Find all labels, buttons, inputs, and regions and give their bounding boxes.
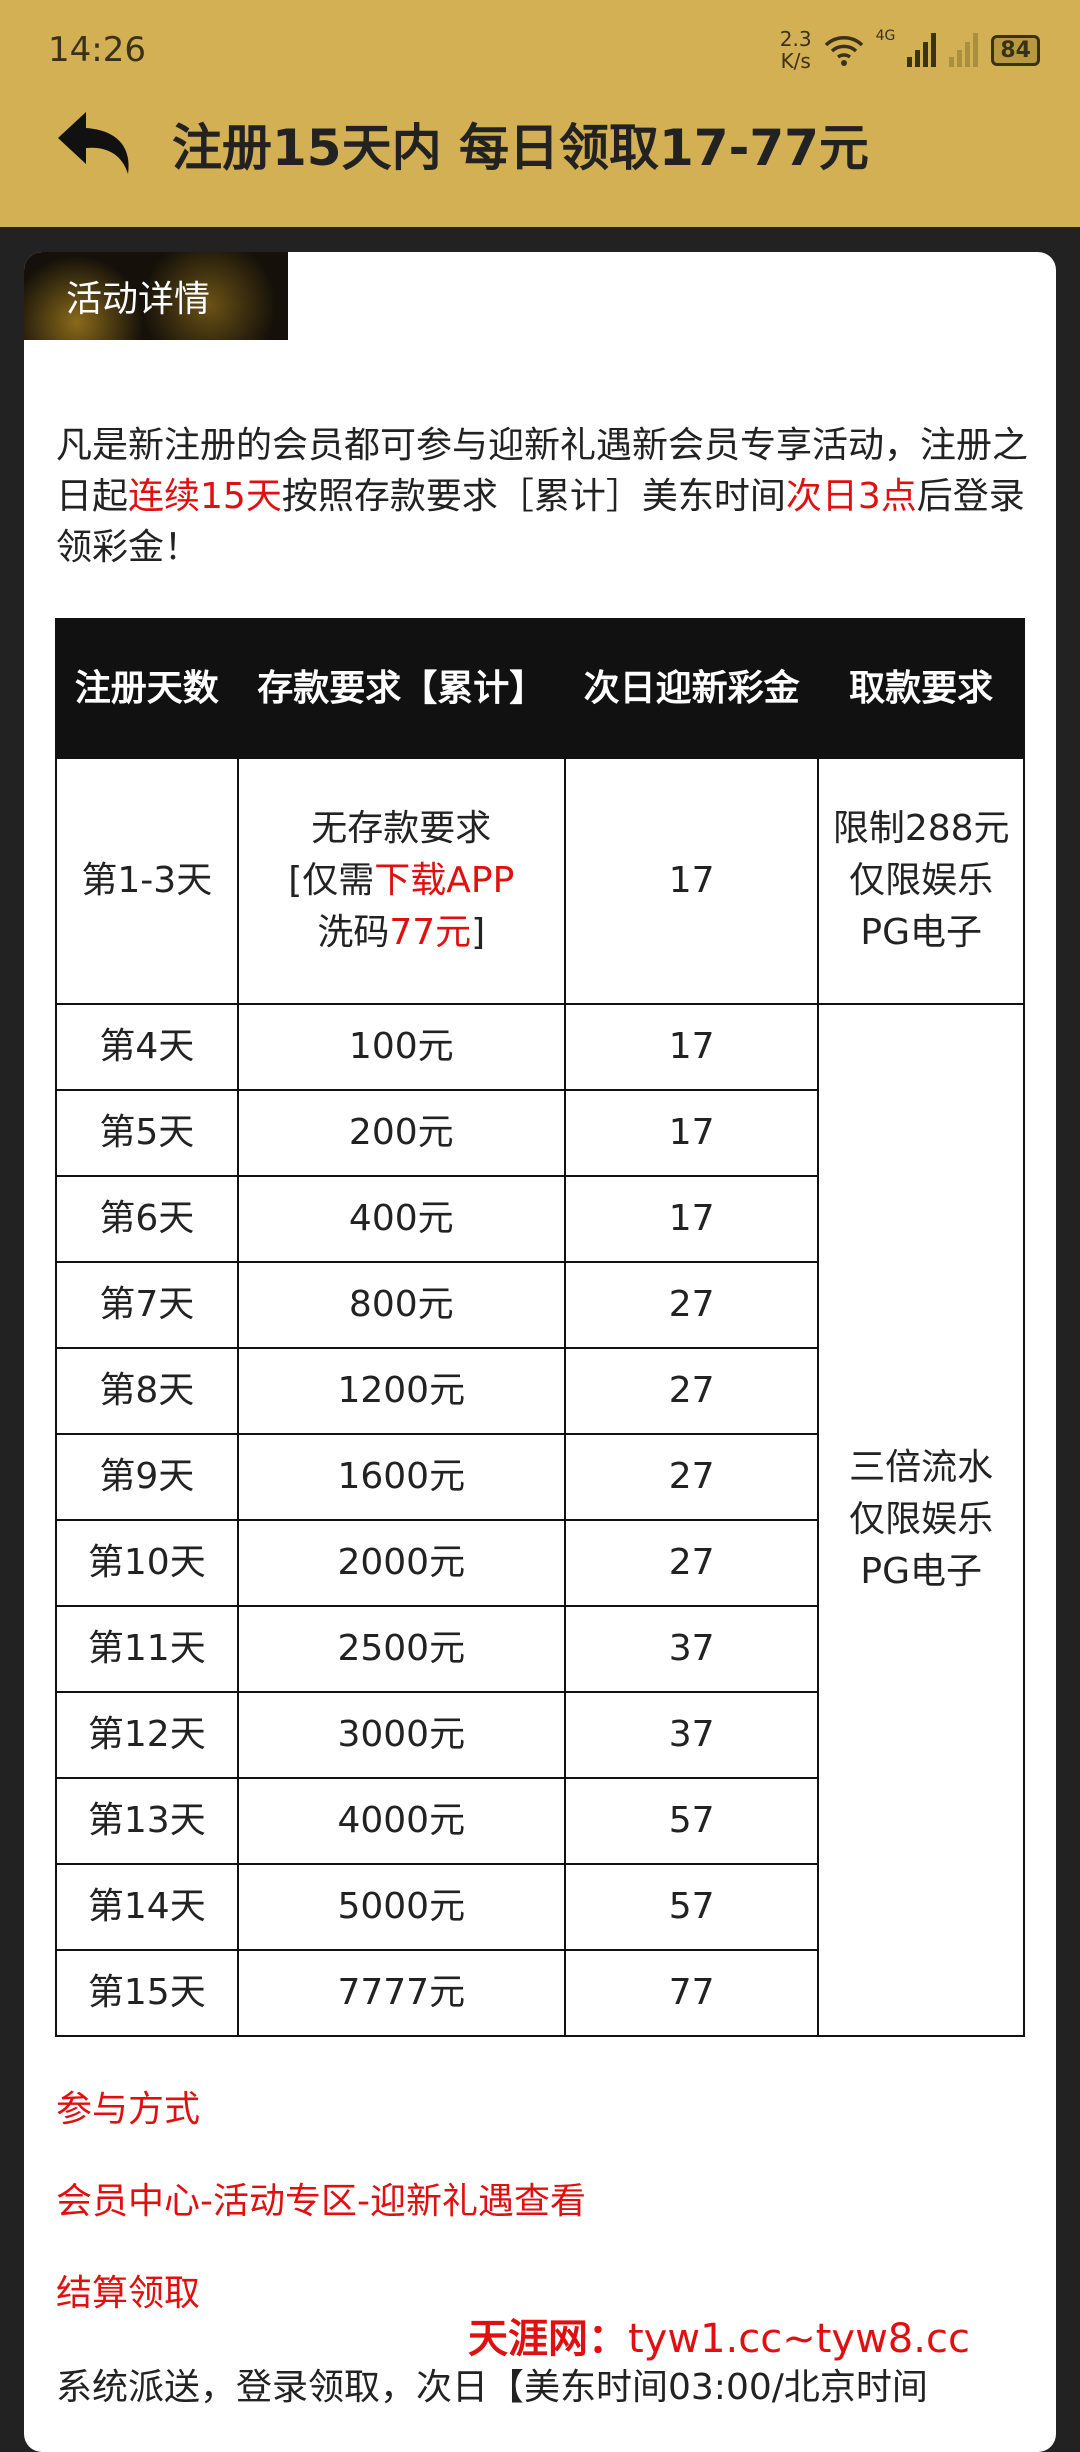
header-bonus: 次日迎新彩金 — [563, 618, 820, 759]
cell-day: 第13天 — [55, 1777, 239, 1865]
table-row: 第6天 400元 17 — [55, 1175, 1024, 1263]
status-icons: 2.3 K/s 4G 84 — [780, 28, 1040, 72]
cell-deposit: 200元 — [236, 1089, 566, 1177]
settle-text: 系统派送，登录领取，次日【美东时间03:00/北京时间 — [56, 2367, 928, 2408]
cell-deposit: 100元 — [236, 1003, 566, 1091]
speed-value: 2.3 — [779, 27, 812, 51]
cell-deposit: 4000元 — [236, 1777, 566, 1865]
network-type: 4G — [875, 28, 896, 44]
watermark-brand: 天涯网： — [468, 2315, 628, 2362]
req-text: 洗码 — [317, 912, 390, 953]
cell-day: 第12天 — [55, 1691, 239, 1779]
watermark-domains: tyw1.cc~tyw8.cc — [628, 2316, 970, 2362]
req-highlight: 77元 — [389, 912, 472, 953]
cell-day: 第6天 — [55, 1175, 239, 1263]
cell-withdraw: 限制288元仅限娱乐PG电子 — [817, 757, 1025, 1005]
speed-unit: K/s — [780, 49, 811, 73]
intro-part: 凡是新注册的会员都可参与迎新礼遇新会员专享活动，注册之日起 — [56, 425, 1029, 517]
intro-text: 凡是新注册的会员都可参与迎新礼遇新会员专享活动，注册之日起连续15天按照存款要求… — [56, 420, 1036, 573]
cell-bonus: 27 — [563, 1433, 820, 1521]
cell-bonus: 57 — [563, 1863, 820, 1951]
bonus-table: 注册天数 存款要求【累计】 次日迎新彩金 取款要求 第1-3天 无存款要求 [仅需… — [55, 618, 1025, 2037]
watermark: 天涯网：tyw1.cc~tyw8.cc — [468, 2306, 970, 2364]
table-row: 第14天 5000元 57 — [55, 1863, 1024, 1951]
section-path: 会员中心-活动专区-迎新礼遇查看 — [56, 2181, 586, 2222]
cell-deposit: 400元 — [236, 1175, 566, 1263]
table-row: 第12天 3000元 37 — [55, 1691, 1024, 1779]
cell-bonus: 17 — [563, 1003, 820, 1091]
cell-deposit: 2500元 — [236, 1605, 566, 1693]
cell-day: 第7天 — [55, 1261, 239, 1349]
wifi-icon — [824, 36, 863, 66]
cell-bonus: 27 — [563, 1519, 820, 1607]
intro-part: 后登录领彩金！ — [56, 476, 1025, 568]
signal-icon — [907, 33, 937, 67]
cell-bonus: 37 — [563, 1605, 820, 1693]
status-time: 14:26 — [48, 30, 146, 70]
back-arrow-icon[interactable] — [56, 108, 134, 178]
req-text: ] — [471, 912, 486, 953]
header-days: 注册天数 — [55, 618, 239, 759]
cell-bonus: 57 — [563, 1777, 820, 1865]
activity-details-tag: 活动详情 — [24, 252, 288, 340]
cell-deposit: 1200元 — [236, 1347, 566, 1435]
network-speed: 2.3 K/s — [780, 28, 812, 72]
cell-day: 第9天 — [55, 1433, 239, 1521]
req-text: [仅需 — [288, 860, 375, 901]
cell-day: 第10天 — [55, 1519, 239, 1607]
cell-day: 第5天 — [55, 1089, 239, 1177]
header-withdraw: 取款要求 — [817, 618, 1025, 759]
cell-bonus: 17 — [563, 1175, 820, 1263]
header-deposit: 存款要求【累计】 — [236, 618, 566, 759]
cell-bonus: 27 — [563, 1261, 820, 1349]
table-row: 第1-3天 无存款要求 [仅需下载APP 洗码77元] 17 限制288元仅限娱乐P… — [55, 757, 1025, 1005]
activity-card: 活动详情 凡是新注册的会员都可参与迎新礼遇新会员专享活动，注册之日起连续15天按… — [24, 252, 1056, 2452]
intro-highlight: 连续15天 — [128, 476, 282, 517]
cell-deposit: 5000元 — [236, 1863, 566, 1951]
cell-bonus: 17 — [563, 1089, 820, 1177]
req-highlight: 下载APP — [374, 860, 515, 901]
cell-bonus: 27 — [563, 1347, 820, 1435]
cell-deposit: 3000元 — [236, 1691, 566, 1779]
page-title: 注册15天内 每日领取17-77元 — [172, 119, 869, 177]
table-row: 第10天 2000元 27 — [55, 1519, 1024, 1607]
cell-withdraw: 三倍流水仅限娱乐PG电子 — [817, 1003, 1025, 2037]
table-row: 第4天 100元 17 三倍流水仅限娱乐PG电子 — [55, 1003, 1025, 2037]
table-row: 第9天 1600元 27 — [55, 1433, 1024, 1521]
top-bar: 14:26 2.3 K/s 4G 84 注册15天内 每日领取17-77元 — [0, 0, 1080, 227]
cell-bonus: 77 — [563, 1949, 820, 2037]
table-row: 第13天 4000元 57 — [55, 1777, 1024, 1865]
cell-deposit: 2000元 — [236, 1519, 566, 1607]
cell-day: 第15天 — [55, 1949, 239, 2037]
cell-deposit: 无存款要求 [仅需下载APP 洗码77元] — [236, 757, 566, 1005]
cell-deposit: 800元 — [236, 1261, 566, 1349]
intro-part: 按照存款要求［累计］美东时间 — [281, 476, 786, 517]
section-how: 参与方式 — [56, 2089, 201, 2130]
table-row: 第11天 2500元 37 — [55, 1605, 1024, 1693]
cell-day: 第8天 — [55, 1347, 239, 1435]
signal-no-sim-icon — [949, 33, 979, 67]
intro-highlight: 次日3点 — [785, 476, 917, 517]
cell-deposit: 7777元 — [236, 1949, 566, 2037]
battery-icon: 84 — [991, 34, 1040, 66]
table-row: 第8天 1200元 27 — [55, 1347, 1024, 1435]
cell-bonus: 37 — [563, 1691, 820, 1779]
table-row: 第7天 800元 27 — [55, 1261, 1024, 1349]
cell-day: 第1-3天 — [55, 757, 239, 1005]
cell-day: 第11天 — [55, 1605, 239, 1693]
cell-bonus: 17 — [563, 757, 820, 1005]
table-row: 第15天 7777元 77 — [55, 1949, 1024, 2037]
table-row: 第5天 200元 17 — [55, 1089, 1024, 1177]
cell-day: 第4天 — [55, 1003, 239, 1091]
cell-day: 第14天 — [55, 1863, 239, 1951]
cell-deposit: 1600元 — [236, 1433, 566, 1521]
section-settle: 结算领取 — [56, 2273, 201, 2314]
req-text: 无存款要求 — [311, 808, 492, 849]
